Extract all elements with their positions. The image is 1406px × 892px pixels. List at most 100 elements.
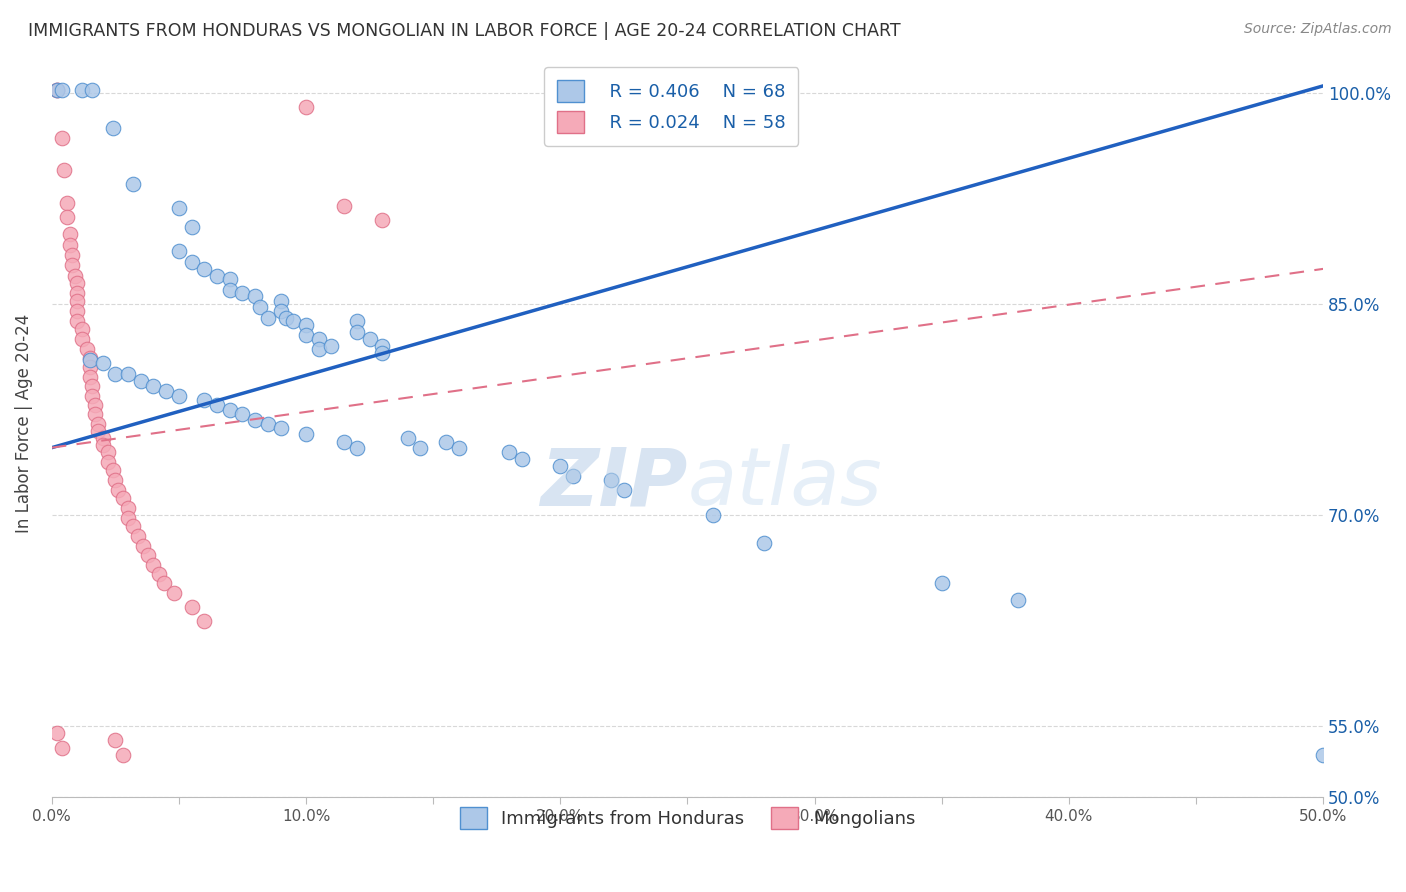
Point	[58, 227, 80, 241]
Point	[243, 288, 266, 302]
Point	[122, 178, 145, 192]
Point	[274, 311, 297, 326]
Point	[104, 733, 127, 747]
Point	[72, 83, 94, 97]
Point	[142, 558, 165, 572]
Point	[270, 304, 292, 318]
Point	[111, 747, 134, 762]
Point	[76, 342, 98, 356]
Point	[308, 332, 330, 346]
Point	[163, 585, 186, 599]
Y-axis label: In Labor Force | Age 20-24: In Labor Force | Age 20-24	[15, 314, 32, 533]
Point	[180, 599, 202, 614]
Point	[91, 356, 114, 370]
Point	[167, 388, 190, 402]
Point	[193, 614, 215, 628]
Point	[205, 268, 228, 283]
Point	[127, 529, 149, 543]
Point	[111, 491, 134, 506]
Point	[231, 285, 253, 300]
Point	[82, 83, 104, 97]
Legend: Immigrants from Honduras, Mongolians: Immigrants from Honduras, Mongolians	[453, 800, 922, 837]
Point	[45, 726, 67, 740]
Point	[82, 388, 104, 402]
Point	[117, 511, 139, 525]
Point	[91, 438, 114, 452]
Point	[60, 248, 83, 262]
Point	[510, 451, 533, 466]
Point	[396, 431, 419, 445]
Point	[371, 339, 394, 353]
Point	[51, 740, 73, 755]
Point	[86, 417, 108, 431]
Point	[63, 268, 86, 283]
Point	[308, 342, 330, 356]
Point	[498, 445, 520, 459]
Point	[60, 258, 83, 272]
Point	[702, 508, 724, 523]
Point	[132, 539, 155, 553]
Point	[218, 402, 240, 417]
Point	[447, 441, 470, 455]
Point	[270, 294, 292, 309]
Point	[86, 424, 108, 438]
Point	[295, 328, 318, 343]
Point	[79, 370, 101, 384]
Point	[562, 468, 585, 483]
Point	[53, 163, 76, 178]
Text: Source: ZipAtlas.com: Source: ZipAtlas.com	[1244, 22, 1392, 37]
Point	[56, 210, 79, 224]
Point	[58, 238, 80, 252]
Point	[205, 399, 228, 413]
Point	[359, 332, 381, 346]
Point	[231, 407, 253, 421]
Point	[434, 435, 457, 450]
Point	[117, 368, 139, 382]
Point	[138, 548, 160, 562]
Point	[931, 575, 953, 590]
Point	[51, 131, 73, 145]
Point	[249, 300, 271, 314]
Point	[79, 353, 101, 368]
Point	[600, 473, 623, 487]
Point	[142, 378, 165, 392]
Point	[104, 368, 127, 382]
Point	[72, 332, 94, 346]
Point	[346, 314, 368, 328]
Point	[1312, 747, 1334, 762]
Point	[66, 294, 89, 309]
Point	[295, 318, 318, 333]
Text: IMMIGRANTS FROM HONDURAS VS MONGOLIAN IN LABOR FORCE | AGE 20-24 CORRELATION CHA: IMMIGRANTS FROM HONDURAS VS MONGOLIAN IN…	[28, 22, 901, 40]
Point	[66, 285, 89, 300]
Point	[180, 255, 202, 269]
Point	[91, 431, 114, 445]
Point	[45, 83, 67, 97]
Point	[333, 198, 356, 212]
Point	[371, 346, 394, 360]
Point	[148, 567, 170, 582]
Point	[180, 219, 202, 234]
Point	[193, 392, 215, 407]
Point	[152, 575, 174, 590]
Text: atlas: atlas	[688, 444, 882, 523]
Point	[257, 311, 280, 326]
Point	[101, 463, 124, 477]
Point	[107, 483, 129, 497]
Point	[56, 195, 79, 210]
Point	[346, 441, 368, 455]
Point	[155, 384, 177, 399]
Point	[66, 304, 89, 318]
Text: ZIP: ZIP	[540, 444, 688, 523]
Point	[167, 244, 190, 258]
Point	[371, 212, 394, 227]
Point	[283, 314, 305, 328]
Point	[51, 83, 73, 97]
Point	[45, 853, 67, 867]
Point	[66, 276, 89, 290]
Point	[45, 83, 67, 97]
Point	[409, 441, 432, 455]
Point	[321, 339, 343, 353]
Point	[193, 261, 215, 276]
Point	[752, 536, 775, 550]
Point	[72, 322, 94, 336]
